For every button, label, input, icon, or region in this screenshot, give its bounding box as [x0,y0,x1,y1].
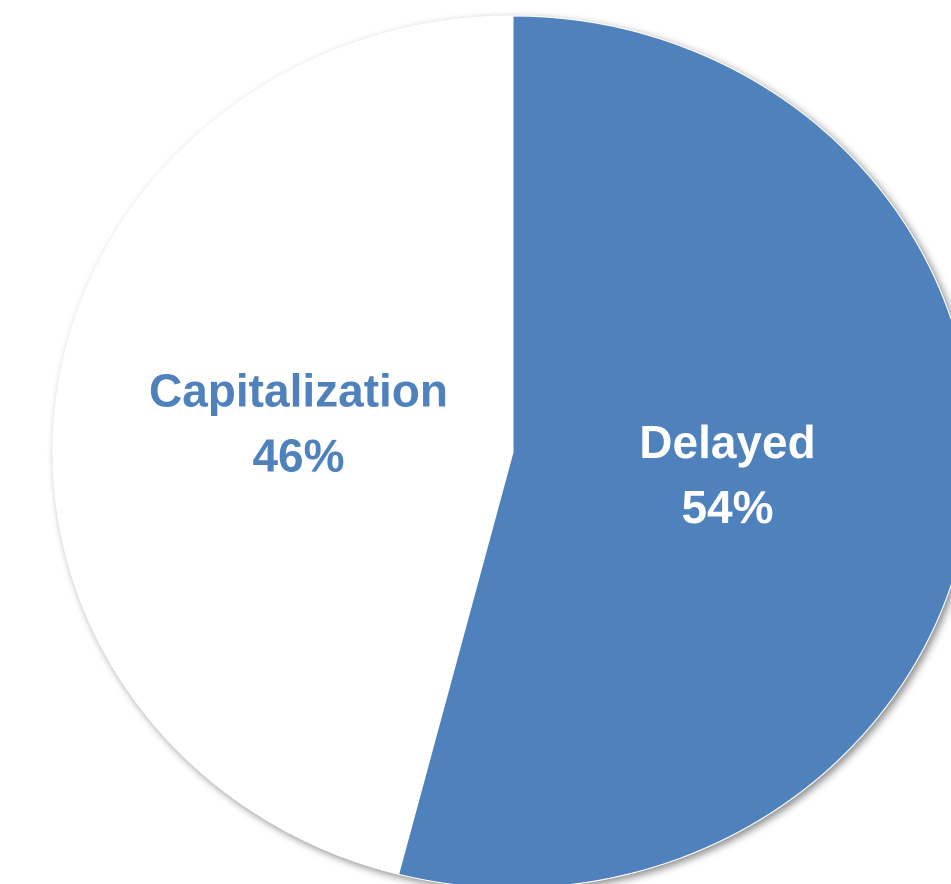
slice-label: Capitalization [149,364,448,416]
slice-value-label: 54% [681,481,773,533]
pie [52,15,951,884]
slice-label: Delayed [639,416,815,468]
slice-value-label: 46% [252,429,344,481]
pie-slice [52,15,514,875]
pie-slice [397,15,951,884]
